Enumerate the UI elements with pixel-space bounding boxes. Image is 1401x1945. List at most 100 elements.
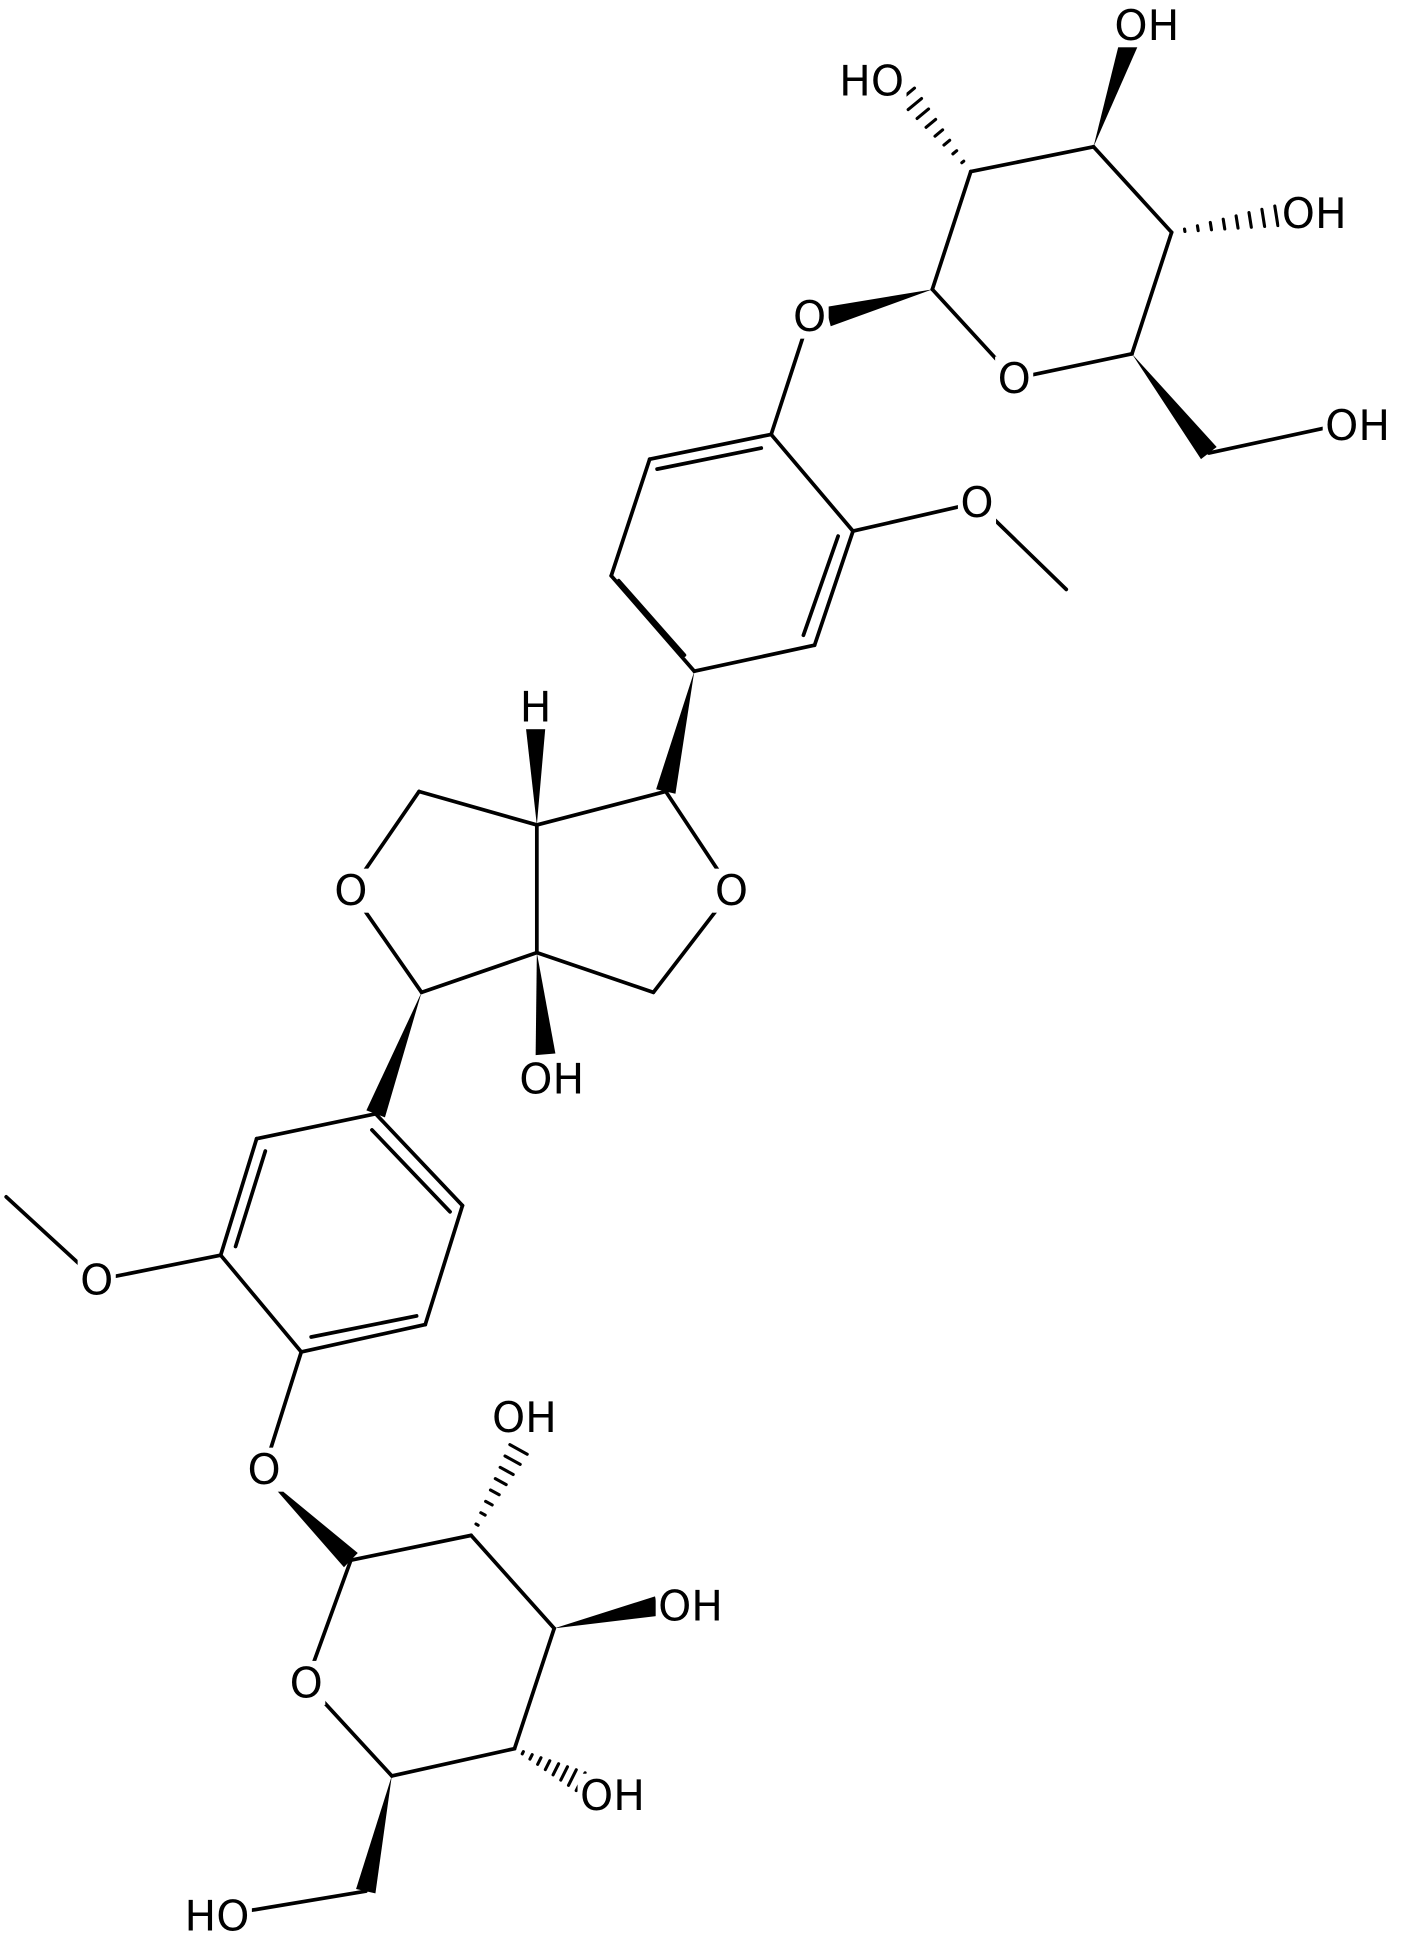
- label-background: [245, 1447, 284, 1492]
- hash-bond: [493, 1477, 508, 1487]
- double-bond: [616, 578, 687, 657]
- hash-bond: [1273, 204, 1280, 228]
- double-bond: [370, 1128, 452, 1214]
- wedge-bond: [1131, 353, 1217, 460]
- hash-bond: [951, 149, 959, 156]
- label-background: [1279, 191, 1350, 236]
- atom-label: OH: [658, 1582, 723, 1631]
- hash-bond: [1195, 224, 1200, 233]
- hash-bond: [1221, 217, 1227, 231]
- bond: [1091, 144, 1174, 235]
- bond: [609, 573, 697, 674]
- hash-bond: [474, 1522, 480, 1527]
- label-background: [516, 1057, 587, 1102]
- bond: [299, 1322, 428, 1354]
- hash-bond: [479, 1511, 487, 1517]
- hash-bond: [559, 1765, 569, 1782]
- label-background: [957, 480, 997, 525]
- label-background: [517, 685, 554, 730]
- wedge-bond: [535, 952, 556, 1056]
- atom-label: OH: [492, 1393, 557, 1442]
- double-bond: [233, 1149, 268, 1249]
- double-bond: [309, 1314, 419, 1339]
- atom-label: HO: [839, 57, 904, 106]
- atom-label: OH: [1282, 189, 1347, 238]
- bond: [469, 1533, 557, 1631]
- label-background: [1111, 3, 1182, 48]
- bond: [812, 529, 855, 648]
- hash-bond: [536, 1756, 543, 1766]
- label-background: [331, 868, 370, 913]
- atom-label: OH: [1325, 401, 1390, 450]
- double-bond: [801, 534, 840, 638]
- hash-bond: [906, 96, 924, 112]
- wedge-bond: [525, 725, 546, 825]
- atom-label: O: [960, 478, 993, 527]
- double-bond: [655, 446, 764, 471]
- atom-label: O: [290, 1658, 323, 1707]
- bond: [930, 169, 973, 292]
- hash-bond: [915, 107, 931, 121]
- label-background: [577, 1773, 648, 1818]
- bond: [692, 643, 817, 674]
- hash-bond: [942, 138, 952, 147]
- label-background: [287, 1660, 326, 1705]
- hash-bond: [960, 159, 966, 165]
- hash-bond: [528, 1753, 534, 1761]
- hash-bond: [508, 1443, 529, 1456]
- atom-label: OH: [1114, 1, 1179, 50]
- bond: [218, 1253, 304, 1354]
- bonds: [4, 34, 1326, 1918]
- wedge-bond: [264, 1475, 358, 1568]
- label-background: [489, 1395, 560, 1440]
- atom-label: O: [998, 354, 1031, 403]
- hash-bond: [551, 1762, 561, 1777]
- bond: [419, 950, 539, 995]
- atom-label: OH: [519, 1055, 584, 1104]
- label-background: [182, 1893, 252, 1939]
- label-background: [995, 356, 1034, 401]
- label-background: [836, 59, 907, 104]
- atom-label: H: [520, 683, 552, 732]
- hash-bond: [498, 1465, 515, 1477]
- label-background: [77, 1257, 116, 1302]
- wedge-bond: [825, 289, 933, 327]
- bond: [534, 950, 656, 995]
- bond: [851, 500, 979, 533]
- bond: [349, 1533, 473, 1563]
- atom-label: O: [334, 866, 367, 915]
- atom-label: O: [247, 1445, 280, 1494]
- wedge-bond: [656, 671, 695, 794]
- bond: [389, 1746, 517, 1778]
- label-background: [1322, 403, 1393, 448]
- bond: [94, 1253, 223, 1282]
- wedge-bond: [356, 1775, 392, 1894]
- bond: [373, 1111, 465, 1208]
- hash-bond: [566, 1768, 578, 1787]
- bond: [609, 457, 652, 578]
- hash-bond: [520, 1750, 525, 1756]
- hash-bond: [503, 1454, 522, 1466]
- bond: [218, 1136, 259, 1258]
- hash-bond: [488, 1488, 501, 1497]
- wedge-bond: [366, 992, 422, 1118]
- hash-bond: [543, 1759, 552, 1772]
- bond: [254, 1111, 378, 1141]
- wedge-bond: [1093, 34, 1141, 147]
- bond: [417, 789, 539, 827]
- bond: [968, 144, 1096, 174]
- atom-label: HO: [185, 1892, 250, 1941]
- hash-bond: [1260, 207, 1267, 228]
- atom-label: OH: [580, 1771, 645, 1820]
- bond: [512, 1626, 557, 1751]
- bond: [1130, 230, 1174, 356]
- hash-bond: [933, 128, 945, 138]
- atom-label: O: [715, 866, 748, 915]
- bond: [534, 789, 668, 827]
- atom-label: O: [793, 292, 826, 341]
- bond: [1012, 351, 1134, 381]
- hash-bond: [1208, 220, 1214, 232]
